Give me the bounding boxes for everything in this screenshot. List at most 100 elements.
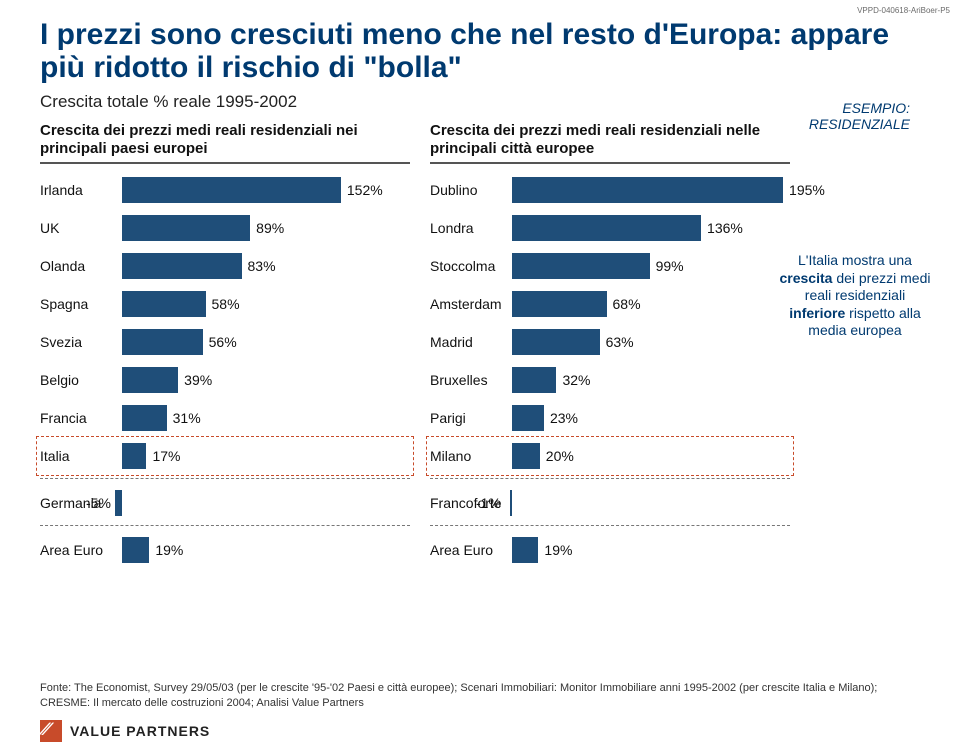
bar-fill	[512, 537, 538, 563]
bar-label: Stoccolma	[430, 258, 512, 274]
bar-label: Amsterdam	[430, 296, 512, 312]
bar-value: 20%	[546, 448, 574, 464]
separator	[40, 525, 410, 526]
bar-row: Milano20%	[430, 440, 790, 472]
bar-track: 99%	[512, 253, 790, 279]
bar-label: Area Euro	[430, 542, 512, 558]
bars-right: Dublino195% Londra 136% Stoccolma 99% Amsterd…	[430, 174, 790, 566]
bar-label: Irlanda	[40, 182, 122, 198]
bar-fill	[512, 367, 556, 393]
bar-track: 31%	[122, 405, 410, 431]
bar-row: Londra 136%	[430, 212, 790, 244]
bar-fill	[512, 215, 701, 241]
bar-label: Parigi	[430, 410, 512, 426]
bar-value: 56%	[209, 334, 237, 350]
bar-value: 99%	[656, 258, 684, 274]
bar-value: 152%	[347, 182, 383, 198]
separator	[430, 525, 790, 526]
source-text: Fonte: The Economist, Survey 29/05/03 (p…	[40, 681, 920, 710]
bar-value: 31%	[173, 410, 201, 426]
bar-track: 89%	[122, 215, 410, 241]
bar-label: Italia	[40, 448, 122, 464]
bar-label: Bruxelles	[430, 372, 512, 388]
bar-row: Area Euro19%	[40, 534, 410, 566]
bar-value: 136%	[707, 220, 743, 236]
bar-fill	[122, 537, 149, 563]
bar-fill	[512, 405, 544, 431]
bar-value: 19%	[544, 542, 572, 558]
bar-track: 56%	[122, 329, 410, 355]
chart-left-header: Crescita dei prezzi medi reali residenzi…	[40, 122, 410, 164]
bar-value: -5%	[86, 495, 111, 511]
bar-value: 63%	[606, 334, 634, 350]
bar-label: Area Euro	[40, 542, 122, 558]
bar-label: Dublino	[430, 182, 512, 198]
bar-value: 39%	[184, 372, 212, 388]
logo-icon: ⁄⁄	[40, 720, 62, 742]
logo: ⁄⁄ VALUE PARTNERS	[40, 720, 210, 742]
bar-track: 195%	[512, 177, 790, 203]
bar-row: Francoforte-1%	[430, 487, 790, 519]
bar-label: Spagna	[40, 296, 122, 312]
bar-track: 83%	[122, 253, 410, 279]
bar-track: 68%	[512, 291, 790, 317]
bar-row: Madrid 63%	[430, 326, 790, 358]
bar-fill	[122, 367, 178, 393]
bar-value: 195%	[789, 182, 825, 198]
bar-label: Francia	[40, 410, 122, 426]
bar-fill	[122, 329, 203, 355]
bar-value: 89%	[256, 220, 284, 236]
bar-label: Belgio	[40, 372, 122, 388]
bar-row: Spagna58%	[40, 288, 410, 320]
slide-subtitle: Crescita totale % reale 1995-2002	[40, 92, 920, 112]
bar-label: Olanda	[40, 258, 122, 274]
bar-row: Svezia 56%	[40, 326, 410, 358]
bar-fill	[115, 490, 122, 516]
bar-row: Dublino195%	[430, 174, 790, 206]
bar-track: 23%	[512, 405, 790, 431]
bar-value: 32%	[562, 372, 590, 388]
bar-fill	[122, 405, 167, 431]
separator	[430, 478, 790, 479]
bar-track: 63%	[512, 329, 790, 355]
bar-fill	[122, 253, 242, 279]
bar-row: Francia 31%	[40, 402, 410, 434]
bar-row: Parigi 23%	[430, 402, 790, 434]
slide-title: I prezzi sono cresciuti meno che nel res…	[40, 18, 920, 84]
chart-right: Crescita dei prezzi medi reali residenzi…	[430, 122, 790, 572]
bar-value: -1%	[476, 495, 501, 511]
bar-fill	[122, 177, 341, 203]
bar-fill	[512, 443, 540, 469]
bar-track: 19%	[512, 537, 790, 563]
side-note: L'Italia mostra una crescita dei prezzi …	[775, 252, 935, 340]
bar-track: 19%	[122, 537, 410, 563]
bar-fill	[122, 215, 250, 241]
bar-label: Londra	[430, 220, 512, 236]
bar-track: 39%	[122, 367, 410, 393]
bar-track: 32%	[512, 367, 790, 393]
side-note-bold1: crescita	[780, 270, 833, 286]
bar-row: Olanda 83%	[40, 250, 410, 282]
bar-track: 58%	[122, 291, 410, 317]
bar-label: Madrid	[430, 334, 512, 350]
side-note-text1: L'Italia mostra una	[798, 252, 912, 268]
bar-fill	[122, 443, 146, 469]
bar-label: Svezia	[40, 334, 122, 350]
bar-row: Irlanda 152%	[40, 174, 410, 206]
bar-row: Area Euro 19%	[430, 534, 790, 566]
chart-right-header: Crescita dei prezzi medi reali residenzi…	[430, 122, 790, 164]
logo-text: VALUE PARTNERS	[70, 723, 210, 739]
bar-value: 23%	[550, 410, 578, 426]
bar-value: 68%	[613, 296, 641, 312]
bars-left: Irlanda 152% UK89% Olanda 83% Spagna58% Svezia…	[40, 174, 410, 566]
bar-fill	[512, 291, 607, 317]
side-note-bold2: inferiore	[789, 305, 845, 321]
slide: VPPD-040618-AriBoer-P5 I prezzi sono cre…	[0, 0, 960, 752]
bar-fill	[512, 177, 783, 203]
bar-row: UK89%	[40, 212, 410, 244]
bar-track: -5%	[122, 490, 410, 516]
bar-value: 83%	[248, 258, 276, 274]
bar-fill	[512, 253, 650, 279]
bar-row: Stoccolma 99%	[430, 250, 790, 282]
bar-row: Bruxelles 32%	[430, 364, 790, 396]
